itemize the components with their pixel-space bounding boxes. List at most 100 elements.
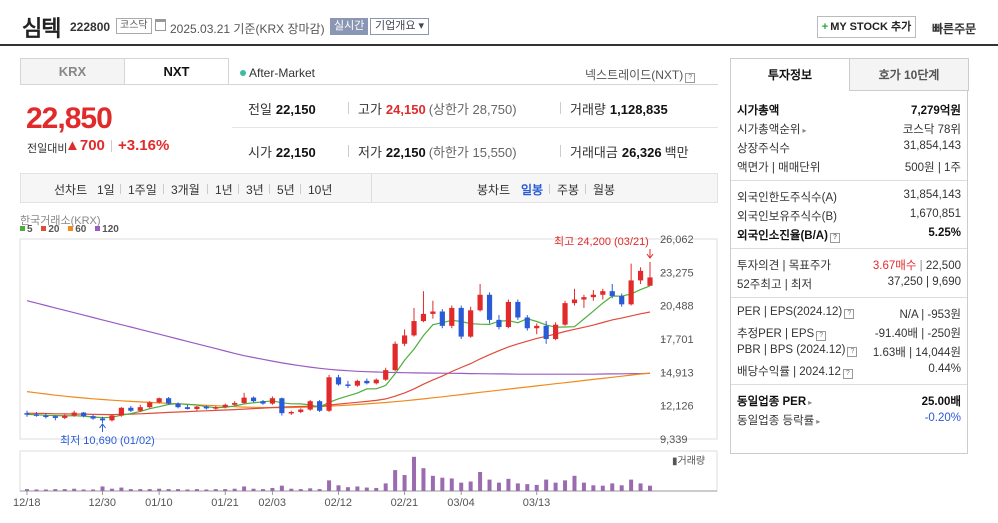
legend-ma5: 5 <box>20 224 33 235</box>
volume-label: ▮거래량 <box>672 455 705 467</box>
realtime-button[interactable]: 실시간 <box>330 18 369 35</box>
line-chart-label[interactable]: 선차트 <box>54 183 88 197</box>
candle-daily[interactable]: 일봉 <box>521 183 544 197</box>
volume-bar <box>648 485 652 491</box>
ma120-line <box>26 300 651 375</box>
help-icon[interactable]: ? <box>844 309 855 319</box>
candle-body <box>194 406 200 409</box>
divider <box>300 184 301 194</box>
volume-bar <box>138 489 143 491</box>
candle-body <box>156 398 162 403</box>
candle-body <box>203 406 209 409</box>
divider <box>348 102 349 114</box>
candle-body <box>411 321 417 336</box>
help-icon[interactable]: ? <box>685 73 696 83</box>
period-3m[interactable]: 3개월 <box>171 183 200 197</box>
add-mystock-button[interactable]: + MY STOCK 추가 <box>817 16 916 38</box>
chevron-right-icon[interactable]: ▸ <box>808 398 813 407</box>
period-1d[interactable]: 1일 <box>97 183 115 197</box>
candle-body <box>269 398 276 404</box>
info-value: -0.20% <box>924 412 961 424</box>
volume-bar <box>544 479 549 491</box>
y-tick-label: 26,062 <box>660 234 694 246</box>
info-value: 0.44% <box>928 363 961 375</box>
chevron-right-icon[interactable]: ▸ <box>802 126 807 135</box>
price-chart[interactable]: 한국거래소(KRX) 5 20 60 120 26,062 23,275 20,48… <box>13 210 720 523</box>
candle-body <box>373 379 379 384</box>
candle-body <box>458 307 464 337</box>
company-info-dropdown[interactable]: 기업개요 ▾ <box>370 18 430 35</box>
candle-body <box>468 310 474 337</box>
candle-body <box>317 401 323 411</box>
x-tick-label: 03/13 <box>523 497 551 509</box>
volume-bar <box>364 487 369 491</box>
volume-bar <box>336 485 341 491</box>
help-icon[interactable]: ? <box>842 369 853 379</box>
tab-nxt[interactable]: NXT <box>124 58 229 85</box>
help-icon[interactable]: ? <box>829 233 840 243</box>
candle-body <box>515 301 521 318</box>
volume-bar <box>600 485 605 491</box>
candle-body <box>90 416 96 419</box>
volume-bar <box>81 489 86 491</box>
chart-canvas[interactable]: 26,062 23,275 20,488 17,701 14,913 12,126 9,33… <box>13 210 720 523</box>
target-price: 22,500 <box>925 260 961 272</box>
candle-body <box>24 413 30 415</box>
info-row: 투자의견 | 목표주가 3.67매수 | 22,500 <box>731 257 967 275</box>
chevron-right-icon[interactable]: ▸ <box>816 417 821 426</box>
candle-weekly[interactable]: 주봉 <box>557 183 580 197</box>
period-3y[interactable]: 3년 <box>246 183 264 197</box>
period-1y[interactable]: 1년 <box>215 183 233 197</box>
low-annotation: 최저 10,690 (01/02) <box>60 434 155 447</box>
y-tick-label: 9,339 <box>660 434 688 446</box>
help-icon[interactable]: ? <box>847 347 858 357</box>
high-annotation: 최고 24,200 (03/21) <box>554 235 649 248</box>
info-row: 시가총액 7,279억원 <box>731 102 967 120</box>
candle-body <box>392 343 398 371</box>
x-tick-label: 02/21 <box>391 497 419 509</box>
volume-bar <box>468 481 473 491</box>
period-10y[interactable]: 10년 <box>308 183 333 197</box>
volume-bar <box>176 489 181 491</box>
tab-invest-info[interactable]: 투자정보 <box>730 58 850 91</box>
info-value: 31,854,143 <box>903 189 961 201</box>
period-1w[interactable]: 1주일 <box>128 183 157 197</box>
candle-body <box>543 325 549 340</box>
candle-body <box>288 411 294 414</box>
x-tick-label: 02/12 <box>325 497 353 509</box>
tab-orderbook[interactable]: 호가 10단계 <box>849 58 969 91</box>
chart-period-bar: 선차트 1일 1주일 3개월 1년 3년 5년 10년 봉차트 일봉 주봉 월봉 <box>20 173 718 203</box>
volume-bar <box>421 468 426 491</box>
candle-body <box>147 402 153 408</box>
info-label: 상장주식수 <box>737 143 790 155</box>
candle-body <box>486 294 493 320</box>
candle-body <box>637 270 644 281</box>
candle-body <box>326 377 332 411</box>
candle-chart-label[interactable]: 봉차트 <box>477 183 511 197</box>
chart-exchange-label: 한국거래소(KRX) <box>20 215 101 227</box>
info-label: 외국인보유주식수(B) <box>737 211 837 223</box>
info-value: N/A | -953원 <box>899 309 961 321</box>
volume-bar <box>496 482 501 491</box>
volume-bar <box>459 482 464 491</box>
volume-bar <box>232 488 237 491</box>
tab-krx[interactable]: KRX <box>20 58 125 85</box>
help-icon[interactable]: ? <box>816 331 827 341</box>
low-price: 저가 22,150 (하한가 15,550) <box>358 145 517 160</box>
candle-monthly[interactable]: 월봉 <box>593 183 616 197</box>
x-tick-label: 12/18 <box>13 497 41 509</box>
ma-legend: 5 20 60 120 <box>20 224 125 235</box>
info-value: 코스닥 78위 <box>902 124 961 136</box>
info-row: 액면가 | 매매단위 500원 | 1주 <box>731 159 967 177</box>
candle-body <box>298 409 304 412</box>
chart-frame <box>19 238 718 440</box>
volume-bar <box>402 475 407 491</box>
quick-order-link[interactable]: 빠른주문 <box>932 22 977 36</box>
candle-body <box>345 384 351 386</box>
y-tick-label: 23,275 <box>660 267 694 279</box>
period-5y[interactable]: 5년 <box>277 183 295 197</box>
divider <box>560 102 561 114</box>
stock-code: 222800 <box>70 20 111 34</box>
volume-bar <box>185 489 190 491</box>
nextrade-link[interactable]: 넥스트레이드(NXT)? <box>585 66 696 83</box>
